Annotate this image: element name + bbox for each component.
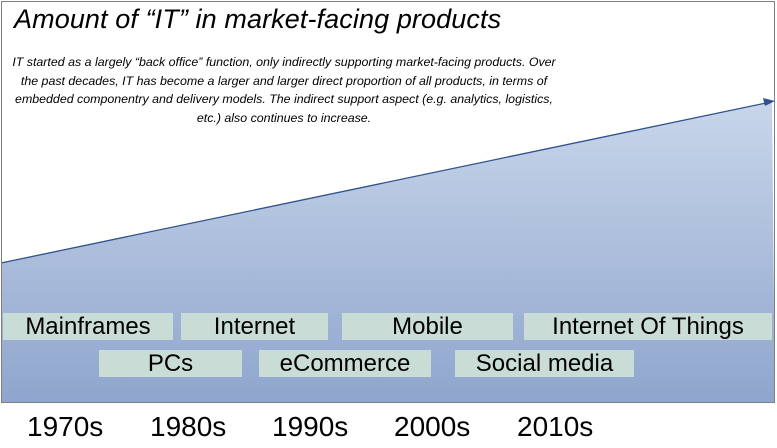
era-label-mobile: Mobile [342, 313, 513, 340]
slide-title: Amount of “IT” in market-facing products [14, 4, 502, 34]
decade-label: 1980s [150, 411, 227, 442]
era-label-pcs: PCs [99, 350, 242, 377]
era-label-social-media: Social media [455, 350, 634, 377]
era-label-internet-of-things: Internet Of Things [524, 313, 772, 340]
era-label-internet: Internet [181, 313, 328, 340]
decade-label: 2000s [394, 411, 471, 442]
era-label-ecommerce: eCommerce [259, 350, 431, 377]
decade-label: 1990s [272, 411, 349, 442]
era-label-mainframes: Mainframes [3, 313, 173, 340]
decade-label: 2010s [517, 411, 594, 442]
slide-description: IT started as a largely “back office” fu… [12, 55, 556, 125]
growth-trend-line [0, 102, 767, 264]
arrow-head-icon [763, 98, 775, 106]
decade-label: 1970s [27, 411, 104, 442]
